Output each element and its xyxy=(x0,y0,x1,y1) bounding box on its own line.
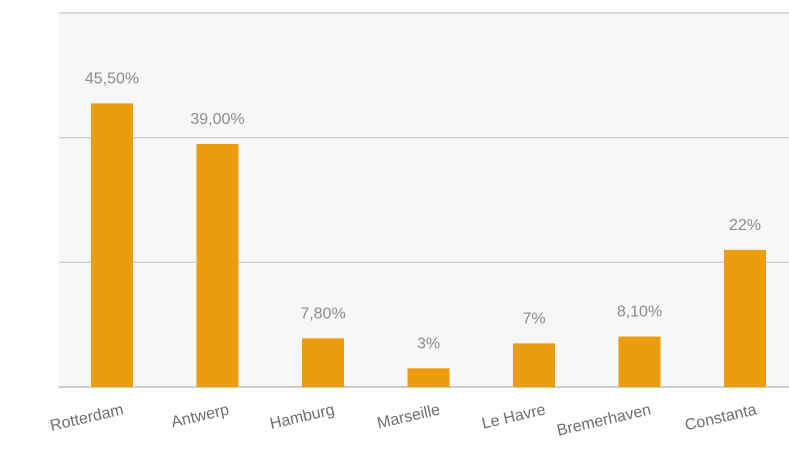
data-label: 7% xyxy=(522,310,545,327)
x-tick-label: Le Havre xyxy=(480,401,547,432)
data-label: 8,10% xyxy=(617,304,662,321)
x-tick-label: Bremerhaven xyxy=(555,401,652,439)
data-label: 22% xyxy=(729,217,761,234)
bar-le-havre xyxy=(513,343,555,387)
x-tick-label: Antwerp xyxy=(170,401,231,431)
x-tick-label: Marseille xyxy=(376,401,442,432)
x-tick-labels-group: Rotterdam Antwerp Hamburg Marseille Le Havre… xyxy=(49,401,759,439)
bar-constanta xyxy=(724,249,766,387)
data-labels-group: 45,50% 39,00% 7,80% 3% 7% 8,10% 22% xyxy=(85,70,761,352)
x-tick-label: Hamburg xyxy=(268,401,336,432)
bar-hamburg xyxy=(302,338,344,387)
bar-antwerp xyxy=(196,143,239,387)
bar-rotterdam xyxy=(91,103,133,387)
plot-area xyxy=(59,13,789,387)
x-tick-label: Rotterdam xyxy=(49,401,126,434)
x-tick-label: Constanta xyxy=(683,401,758,434)
bar-marseille xyxy=(407,368,450,387)
data-label: 7,80% xyxy=(300,305,345,322)
bar-bremerhaven xyxy=(618,336,661,387)
data-label: 3% xyxy=(417,335,440,352)
gridlines xyxy=(59,12,789,263)
bars-group xyxy=(91,103,766,387)
data-label: 39,00% xyxy=(190,111,244,128)
data-label: 45,50% xyxy=(85,70,139,87)
